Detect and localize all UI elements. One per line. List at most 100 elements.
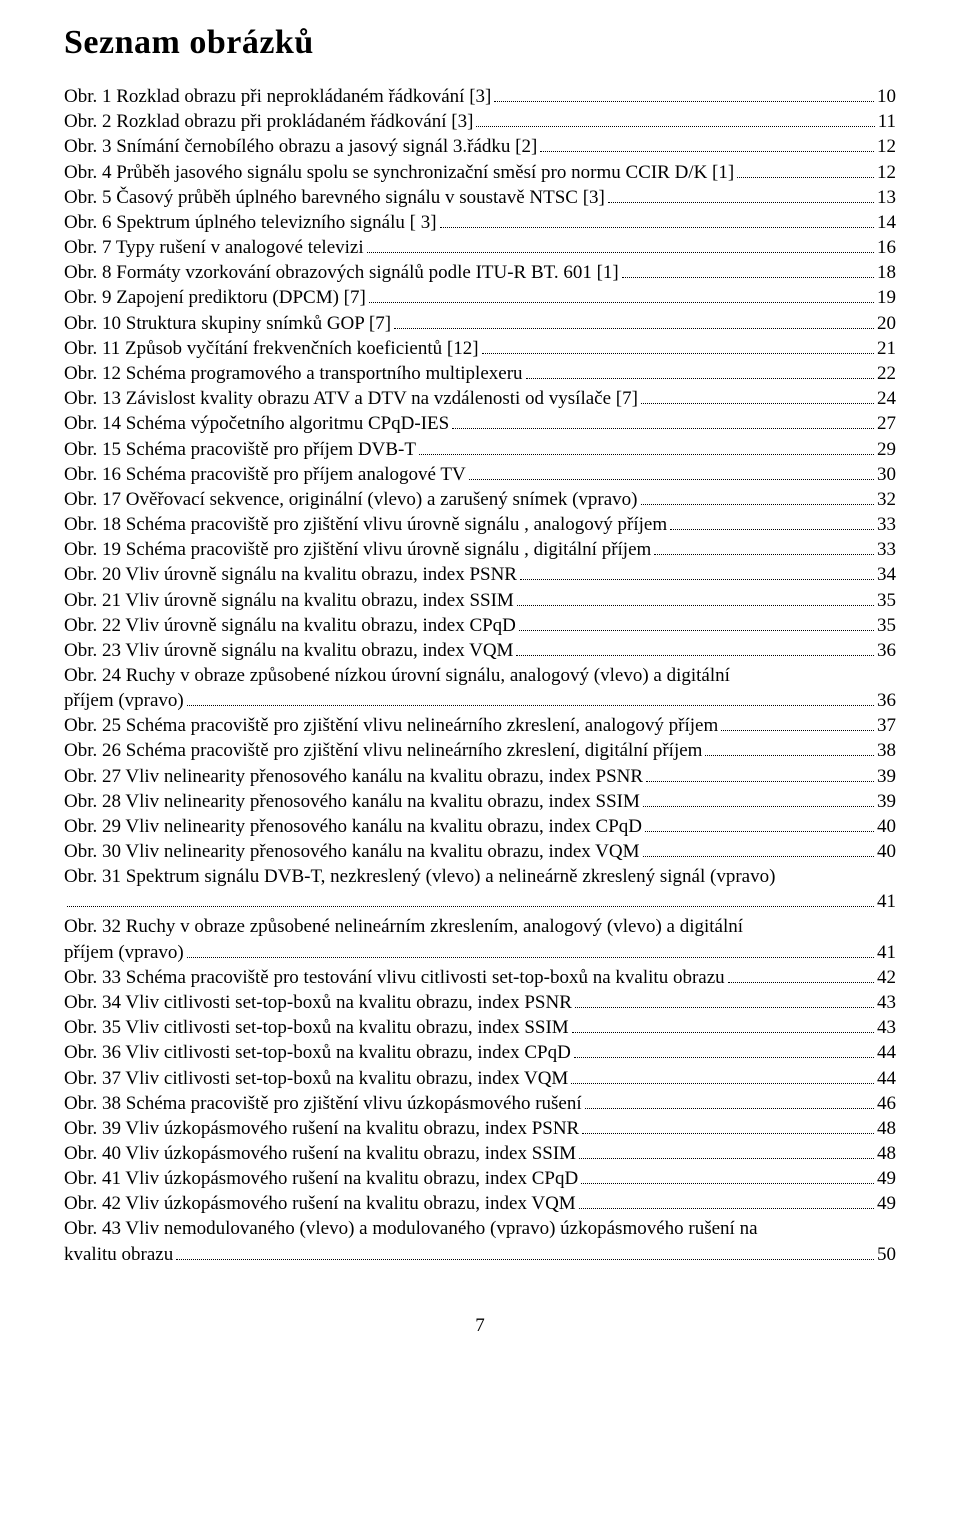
toc-entry: příjem (vpravo)41	[64, 940, 896, 965]
toc-entry-label: Obr. 42 Vliv úzkopásmového rušení na kva…	[64, 1191, 576, 1216]
toc-leader-dots	[187, 940, 874, 958]
toc-leader-dots	[67, 889, 874, 907]
list-of-figures: Obr. 1 Rozklad obrazu při neprokládaném …	[64, 84, 896, 1267]
toc-entry-page: 41	[877, 889, 896, 914]
toc-entry: Obr. 37 Vliv citlivosti set-top-boxů na …	[64, 1065, 896, 1090]
toc-entry-label: Obr. 10 Struktura skupiny snímků GOP [7]	[64, 311, 391, 336]
toc-leader-dots	[367, 235, 874, 253]
toc-entry: Obr. 25 Schéma pracoviště pro zjištění v…	[64, 713, 896, 738]
toc-entry: Obr. 18 Schéma pracoviště pro zjištění v…	[64, 512, 896, 537]
toc-entry-page: 39	[877, 764, 896, 789]
toc-leader-dots	[728, 965, 874, 983]
toc-leader-dots	[721, 713, 874, 731]
toc-entry-page: 27	[877, 411, 896, 436]
toc-entry-page: 36	[877, 638, 896, 663]
toc-entry-page: 40	[877, 814, 896, 839]
toc-entry-label: Obr. 26 Schéma pracoviště pro zjištění v…	[64, 738, 702, 763]
toc-entry-label: Obr. 14 Schéma výpočetního algoritmu CPq…	[64, 411, 449, 436]
toc-entry-label: Obr. 37 Vliv citlivosti set-top-boxů na …	[64, 1066, 568, 1091]
toc-entry-label: Obr. 25 Schéma pracoviště pro zjištění v…	[64, 713, 718, 738]
toc-entry-page: 16	[877, 235, 896, 260]
toc-leader-dots	[469, 462, 874, 480]
toc-leader-dots	[476, 109, 874, 127]
toc-entry: Obr. 20 Vliv úrovně signálu na kvalitu o…	[64, 562, 896, 587]
toc-entry-page: 37	[877, 713, 896, 738]
toc-entry-label: Obr. 17 Ověřovací sekvence, originální (…	[64, 487, 638, 512]
toc-entry-label: Obr. 18 Schéma pracoviště pro zjištění v…	[64, 512, 667, 537]
toc-entry-page: 50	[877, 1242, 896, 1267]
toc-leader-dots	[737, 160, 874, 178]
toc-entry: Obr. 11 Způsob vyčítání frekvenčních koe…	[64, 336, 896, 361]
toc-entry-page: 10	[877, 84, 896, 109]
toc-leader-dots	[579, 1141, 874, 1159]
toc-entry-page: 44	[877, 1066, 896, 1091]
toc-entry-label: Obr. 29 Vliv nelinearity přenosového kan…	[64, 814, 642, 839]
toc-entry: Obr. 29 Vliv nelinearity přenosového kan…	[64, 814, 896, 839]
toc-entry-page: 40	[877, 839, 896, 864]
toc-entry-label: Obr. 34 Vliv citlivosti set-top-boxů na …	[64, 990, 572, 1015]
toc-leader-dots	[622, 260, 874, 278]
toc-leader-dots	[581, 1166, 874, 1184]
toc-entry-line: Obr. 31 Spektrum signálu DVB-T, nezkresl…	[64, 864, 896, 889]
toc-entry-page: 30	[877, 462, 896, 487]
toc-entry: Obr. 41 Vliv úzkopásmového rušení na kva…	[64, 1166, 896, 1191]
toc-entry: Obr. 19 Schéma pracoviště pro zjištění v…	[64, 537, 896, 562]
toc-entry: Obr. 13 Závislost kvality obrazu ATV a D…	[64, 386, 896, 411]
toc-entry-page: 34	[877, 562, 896, 587]
toc-entry: Obr. 28 Vliv nelinearity přenosového kan…	[64, 789, 896, 814]
toc-entry-label: Obr. 33 Schéma pracoviště pro testování …	[64, 965, 725, 990]
toc-entry-page: 24	[877, 386, 896, 411]
toc-entry: Obr. 21 Vliv úrovně signálu na kvalitu o…	[64, 587, 896, 612]
toc-entry-page: 35	[877, 588, 896, 613]
toc-entry: Obr. 42 Vliv úzkopásmového rušení na kva…	[64, 1191, 896, 1216]
toc-entry-label: Obr. 19 Schéma pracoviště pro zjištění v…	[64, 537, 651, 562]
toc-entry-label: Obr. 15 Schéma pracoviště pro příjem DVB…	[64, 437, 416, 462]
toc-entry-page: 44	[877, 1040, 896, 1065]
toc-entry-label: kvalitu obrazu	[64, 1242, 173, 1267]
toc-entry: Obr. 26 Schéma pracoviště pro zjištění v…	[64, 738, 896, 763]
page-title: Seznam obrázků	[64, 24, 896, 62]
toc-leader-dots	[643, 839, 874, 857]
toc-leader-dots	[643, 789, 874, 807]
toc-entry-label: Obr. 3 Snímání černobílého obrazu a jaso…	[64, 134, 537, 159]
toc-entry-label: Obr. 13 Závislost kvality obrazu ATV a D…	[64, 386, 638, 411]
toc-entry-page: 21	[877, 336, 896, 361]
toc-leader-dots	[574, 1040, 874, 1058]
toc-entry-label: Obr. 39 Vliv úzkopásmového rušení na kva…	[64, 1116, 579, 1141]
toc-leader-dots	[575, 990, 874, 1008]
toc-leader-dots	[670, 512, 874, 530]
toc-entry: Obr. 22 Vliv úrovně signálu na kvalitu o…	[64, 613, 896, 638]
toc-entry-label: Obr. 9 Zapojení prediktoru (DPCM) [7]	[64, 285, 366, 310]
toc-entry: Obr. 35 Vliv citlivosti set-top-boxů na …	[64, 1015, 896, 1040]
toc-entry: Obr. 5 Časový průběh úplného barevného s…	[64, 185, 896, 210]
toc-entry-line: Obr. 32 Ruchy v obraze způsobené nelineá…	[64, 914, 896, 939]
toc-leader-dots	[187, 688, 874, 706]
toc-leader-dots	[419, 436, 874, 454]
toc-entry-label: Obr. 4 Průběh jasového signálu spolu se …	[64, 160, 734, 185]
toc-entry: Obr. 8 Formáty vzorkování obrazových sig…	[64, 260, 896, 285]
toc-entry-label: Obr. 23 Vliv úrovně signálu na kvalitu o…	[64, 638, 513, 663]
toc-leader-dots	[705, 738, 874, 756]
toc-entry: Obr. 15 Schéma pracoviště pro příjem DVB…	[64, 436, 896, 461]
toc-entry-label: Obr. 6 Spektrum úplného televizního sign…	[64, 210, 437, 235]
toc-entry-line: Obr. 43 Vliv nemodulovaného (vlevo) a mo…	[64, 1216, 896, 1241]
toc-entry: 41	[64, 889, 896, 914]
toc-entry: Obr. 33 Schéma pracoviště pro testování …	[64, 965, 896, 990]
toc-leader-dots	[452, 411, 874, 429]
toc-leader-dots	[482, 336, 874, 354]
toc-entry: Obr. 7 Typy rušení v analogové televizi 1…	[64, 235, 896, 260]
toc-entry-page: 48	[877, 1141, 896, 1166]
toc-entry: Obr. 38 Schéma pracoviště pro zjištění v…	[64, 1091, 896, 1116]
toc-leader-dots	[645, 814, 874, 832]
toc-entry-label: Obr. 30 Vliv nelinearity přenosového kan…	[64, 839, 640, 864]
toc-entry-label: Obr. 2 Rozklad obrazu při prokládaném řá…	[64, 109, 473, 134]
toc-leader-dots	[585, 1091, 874, 1109]
toc-entry-label: Obr. 21 Vliv úrovně signálu na kvalitu o…	[64, 588, 514, 613]
toc-entry: Obr. 1 Rozklad obrazu při neprokládaném …	[64, 84, 896, 109]
toc-entry-label: Obr. 22 Vliv úrovně signálu na kvalitu o…	[64, 613, 516, 638]
toc-entry-page: 29	[877, 437, 896, 462]
toc-entry-label: Obr. 7 Typy rušení v analogové televizi	[64, 235, 364, 260]
toc-entry: Obr. 2 Rozklad obrazu při prokládaném řá…	[64, 109, 896, 134]
toc-entry-label: Obr. 38 Schéma pracoviště pro zjištění v…	[64, 1091, 582, 1116]
toc-entry-label: Obr. 11 Způsob vyčítání frekvenčních koe…	[64, 336, 479, 361]
